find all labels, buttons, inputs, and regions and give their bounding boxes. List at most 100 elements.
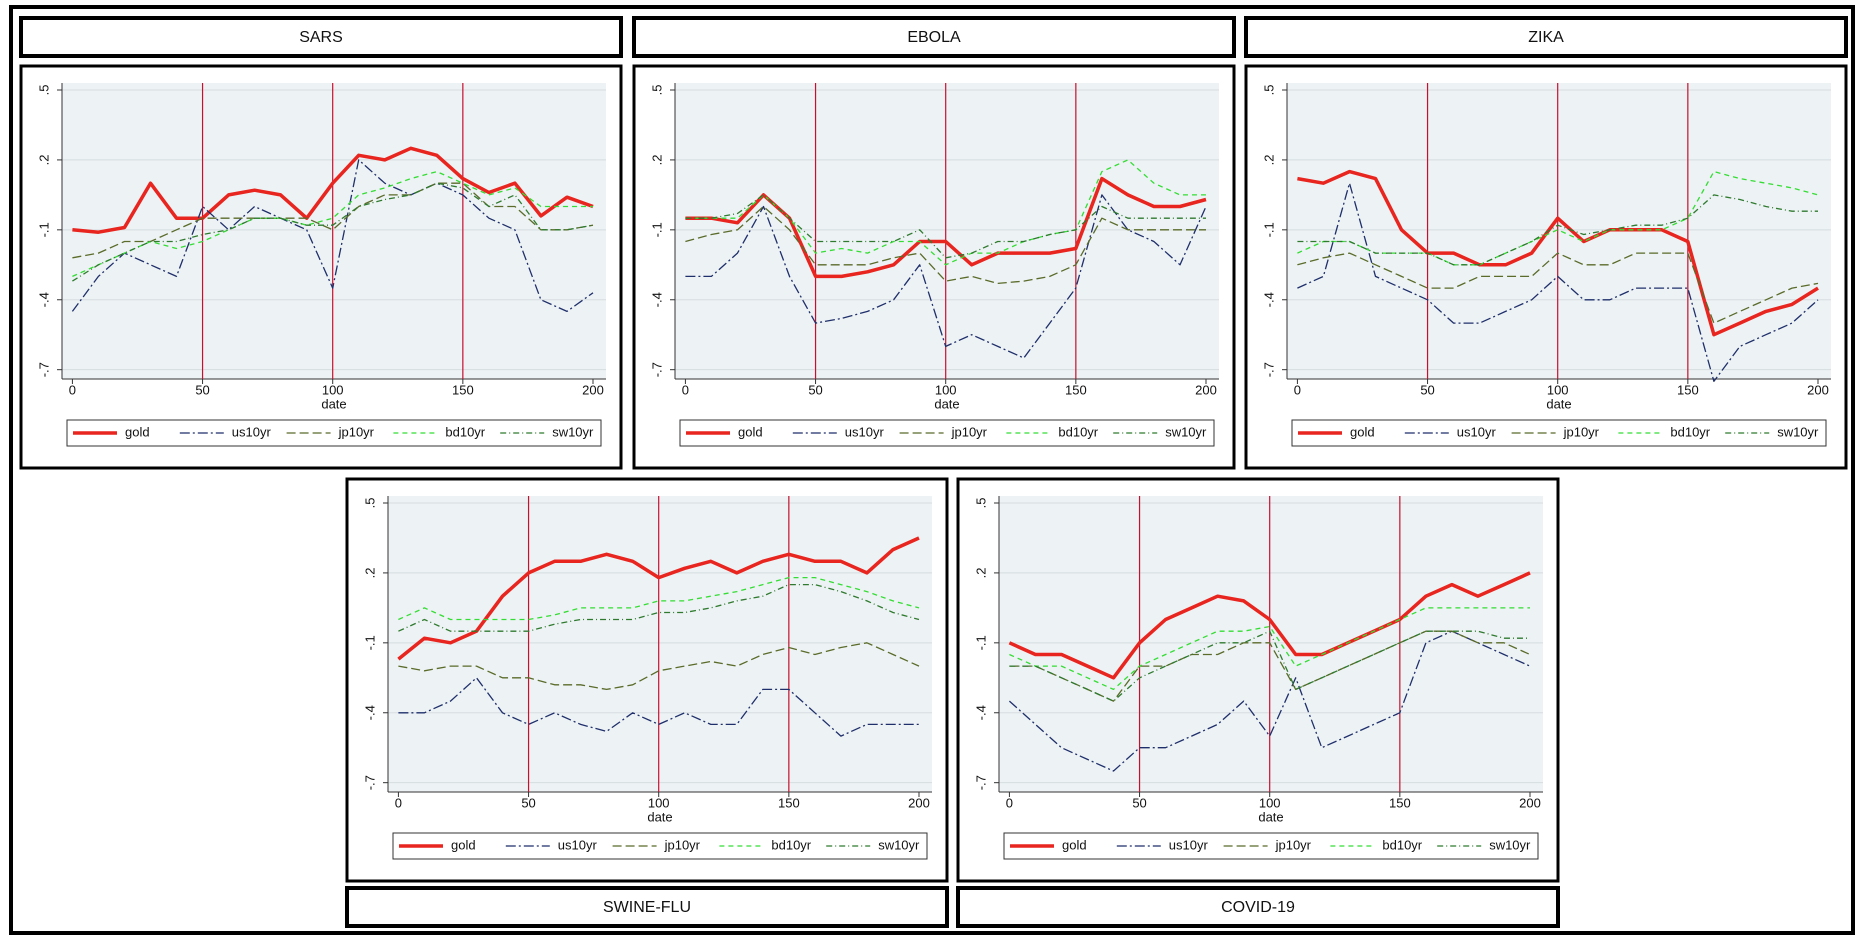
plot-area	[388, 496, 932, 792]
legend-box	[1291, 419, 1827, 447]
x-tick-label: 150	[452, 382, 474, 397]
series-line	[685, 194, 1207, 359]
x-axis-label: date	[1546, 396, 1571, 411]
chart-title: ZIKA	[1528, 29, 1564, 46]
legend-label: gold	[1062, 837, 1087, 852]
chart-title: EBOLA	[907, 29, 961, 46]
series-line	[685, 159, 1206, 266]
y-tick-label: -.4	[362, 705, 377, 720]
y-tick-label: -.1	[36, 222, 51, 237]
legend-label: bd10yr	[1382, 837, 1422, 852]
y-tick-label: -.4	[649, 292, 664, 307]
x-axis-label: date	[647, 809, 672, 824]
y-tick-label: -.1	[649, 222, 664, 237]
x-tick-label: 150	[1389, 795, 1411, 810]
chart-panel: -.7 -.4 -.1 .2 .5 0 50 100 150 200 date gold us10yr j…	[19, 64, 623, 470]
x-tick-label: 50	[195, 382, 209, 397]
x-tick-label: 200	[582, 382, 604, 397]
legend-label: bd10yr	[445, 424, 485, 439]
series-line	[1297, 169, 1819, 337]
legend-label: us10yr	[232, 424, 272, 439]
legend-box	[66, 419, 602, 447]
title-box	[19, 16, 623, 58]
x-axis-label: date	[321, 396, 346, 411]
chart-panel: -.7 -.4 -.1 .2 .5 0 50 100 150 200 date gold us10yr j…	[956, 477, 1560, 883]
series-line	[398, 576, 920, 621]
x-tick-label: 0	[69, 382, 76, 397]
legend-label: jp10yr	[1275, 837, 1312, 852]
x-tick-label: 200	[1807, 382, 1829, 397]
series-line	[72, 170, 593, 277]
legend-label: us10yr	[845, 424, 885, 439]
legend-label: gold	[738, 424, 763, 439]
x-tick-label: 0	[1006, 795, 1013, 810]
legend-label: bd10yr	[1058, 424, 1098, 439]
chart-panel: -.7 -.4 -.1 .2 .5 0 50 100 150 200 date gold us10yr j…	[345, 477, 949, 883]
series-line	[1297, 252, 1819, 324]
chart-panel: -.7 -.4 -.1 .2 .5 0 50 100 150 200 date gold us10yr j…	[632, 64, 1236, 470]
y-tick-label: .5	[1261, 85, 1276, 96]
x-tick-label: 200	[1519, 795, 1541, 810]
x-tick-label: 0	[682, 382, 689, 397]
x-tick-label: 100	[648, 795, 670, 810]
series-line	[1009, 630, 1530, 702]
legend-label: sw10yr	[1777, 424, 1819, 439]
series-line	[685, 194, 1206, 259]
legend-label: gold	[125, 424, 150, 439]
series-line	[72, 182, 594, 282]
x-tick-label: 200	[1195, 382, 1217, 397]
y-tick-label: -.7	[973, 775, 988, 790]
x-tick-label: 200	[908, 795, 930, 810]
legend-label: jp10yr	[951, 424, 988, 439]
title-box	[345, 886, 949, 928]
series-line	[71, 159, 594, 313]
x-tick-label: 0	[1294, 382, 1301, 397]
x-tick-label: 50	[808, 382, 822, 397]
title-box	[632, 16, 1236, 58]
y-tick-label: .2	[362, 567, 377, 578]
y-tick-label: -.7	[649, 362, 664, 377]
y-tick-label: -.7	[362, 775, 377, 790]
y-tick-label: .2	[1261, 154, 1276, 165]
series-line	[72, 146, 594, 234]
y-tick-label: -.7	[36, 362, 51, 377]
legend-label: us10yr	[1457, 424, 1497, 439]
x-tick-label: 150	[1677, 382, 1699, 397]
y-tick-label: .5	[362, 498, 377, 509]
y-tick-label: .5	[36, 85, 51, 96]
y-tick-label: .2	[973, 567, 988, 578]
y-tick-label: -.4	[1261, 292, 1276, 307]
y-tick-label: .2	[649, 154, 664, 165]
legend-label: gold	[1350, 424, 1375, 439]
legend-label: sw10yr	[552, 424, 594, 439]
chart-title: SARS	[299, 29, 343, 46]
legend-label: us10yr	[1169, 837, 1209, 852]
legend-box	[679, 419, 1215, 447]
legend-label: jp10yr	[664, 837, 701, 852]
x-tick-label: 100	[1547, 382, 1569, 397]
series-line	[685, 205, 1206, 285]
legend-label: bd10yr	[771, 837, 811, 852]
y-tick-label: -.4	[36, 292, 51, 307]
y-tick-label: .5	[973, 498, 988, 509]
plot-area	[62, 83, 606, 379]
x-tick-label: 150	[778, 795, 800, 810]
series-line	[398, 642, 920, 691]
series-line	[1009, 607, 1530, 691]
chart-title: SWINE-FLU	[603, 899, 691, 916]
series-line	[398, 677, 919, 737]
series-line	[398, 583, 920, 632]
x-tick-label: 0	[395, 795, 402, 810]
x-axis-label: date	[934, 396, 959, 411]
series-line	[1008, 571, 1531, 680]
legend-label: us10yr	[558, 837, 598, 852]
chart-title: COVID-19	[1221, 899, 1295, 916]
x-axis-label: date	[1258, 809, 1283, 824]
plot-area	[1287, 83, 1831, 379]
chart-panel: -.7 -.4 -.1 .2 .5 0 50 100 150 200 date gold us10yr j…	[1244, 64, 1848, 470]
x-tick-label: 50	[1132, 795, 1146, 810]
plot-area	[675, 83, 1219, 379]
legend-label: sw10yr	[1165, 424, 1207, 439]
x-tick-label: 50	[1420, 382, 1434, 397]
